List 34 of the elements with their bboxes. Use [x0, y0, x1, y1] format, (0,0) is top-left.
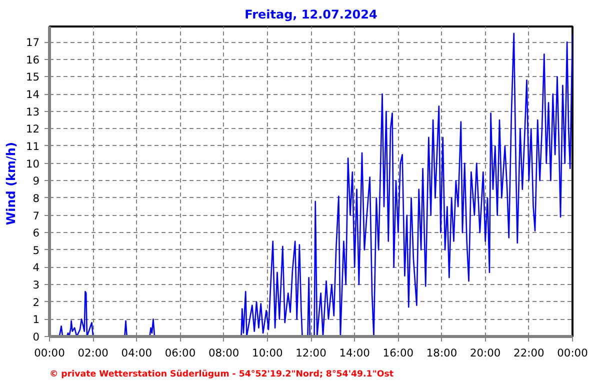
y-tick-label: 4 — [32, 261, 40, 274]
y-axis-title: Wind (km/h) — [4, 142, 18, 226]
y-tick-label: 7 — [32, 209, 40, 222]
y-tick-label: 1 — [32, 313, 40, 326]
y-tick-label: 12 — [26, 122, 40, 136]
x-tick-label: 22:00 — [514, 346, 544, 360]
x-tick-label: 18:00 — [426, 346, 458, 360]
y-tick-label: 11 — [26, 140, 40, 153]
y-tick-label: 2 — [32, 296, 40, 309]
y-tick-label: 9 — [32, 174, 40, 188]
y-tick-label: 10 — [26, 157, 40, 170]
x-tick-label: 04:00 — [121, 346, 152, 360]
chart-title: Freitag, 12.07.2024 — [244, 8, 378, 22]
x-tick-label: 16:00 — [382, 346, 414, 360]
y-tick-label: 0 — [32, 330, 40, 344]
y-tick-label: 15 — [26, 70, 40, 84]
y-tick-label: 5 — [32, 244, 40, 257]
x-tick-label: 10:00 — [252, 346, 283, 360]
x-tick-label: 06:00 — [164, 346, 196, 360]
y-tick-label: 13 — [26, 105, 40, 118]
text: © private Wetterstation Süderlügum - 54°52'19.2"Nord; 8°54'49.1"Ost — [50, 370, 394, 380]
y-tick-label: 14 — [26, 88, 40, 102]
x-tick-label: 02:00 — [78, 346, 109, 360]
x-tick-label: 12:00 — [296, 346, 327, 360]
y-tick-label: 17 — [26, 36, 40, 50]
x-tick-label: 00:00 — [34, 346, 66, 360]
y-tick-label: 8 — [32, 192, 40, 205]
x-tick-label: 14:00 — [339, 346, 370, 360]
y-tick-label: 16 — [26, 53, 40, 66]
x-tick-label: 20:00 — [470, 346, 501, 360]
y-tick-label: 3 — [32, 278, 40, 292]
x-tick-label: 08:00 — [208, 346, 240, 360]
y-tick-label: 6 — [32, 226, 40, 240]
x-tick-label: 00:00 — [557, 346, 588, 360]
